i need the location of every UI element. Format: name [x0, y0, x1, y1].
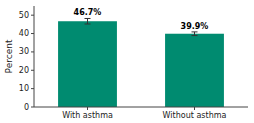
y-axis: 0 10 20 30 40 50	[19, 6, 34, 112]
data-labels: 46.7% 39.9%	[74, 8, 209, 30]
error-bar	[192, 32, 198, 36]
y-tick-label: 10	[19, 84, 29, 93]
error-bar-line	[87, 18, 88, 24]
error-bar-line	[85, 18, 91, 19]
error-bar-line	[192, 31, 198, 32]
chart-container: 0 10 20 30 40 50 Percent With asthma Without ast…	[0, 0, 254, 123]
y-tick-label: 30	[19, 47, 29, 56]
error-bar-line	[194, 32, 195, 36]
y-tick-label: 20	[19, 66, 29, 75]
error-bar-line	[85, 23, 91, 24]
plot-marks	[58, 18, 224, 107]
data-label: 39.9%	[181, 22, 209, 31]
y-tick-label: 50	[19, 11, 29, 20]
y-tick-label: 0	[24, 103, 29, 112]
x-tick	[87, 107, 88, 110]
x-axis: With asthma Without asthma	[34, 107, 248, 120]
x-axis-line	[34, 107, 248, 108]
x-tick-label: Without asthma	[163, 111, 227, 120]
y-tick-label: 40	[19, 29, 29, 38]
bar	[58, 21, 117, 107]
bar	[165, 34, 224, 107]
error-bar	[85, 18, 91, 24]
y-axis-line	[34, 6, 35, 107]
error-bar-line	[192, 35, 198, 36]
x-tick	[194, 107, 195, 110]
data-label: 46.7%	[74, 8, 102, 17]
x-tick-label: With asthma	[62, 111, 113, 120]
chart-svg: 0 10 20 30 40 50 Percent With asthma Without ast…	[0, 0, 254, 123]
y-axis-label: Percent	[4, 39, 14, 73]
